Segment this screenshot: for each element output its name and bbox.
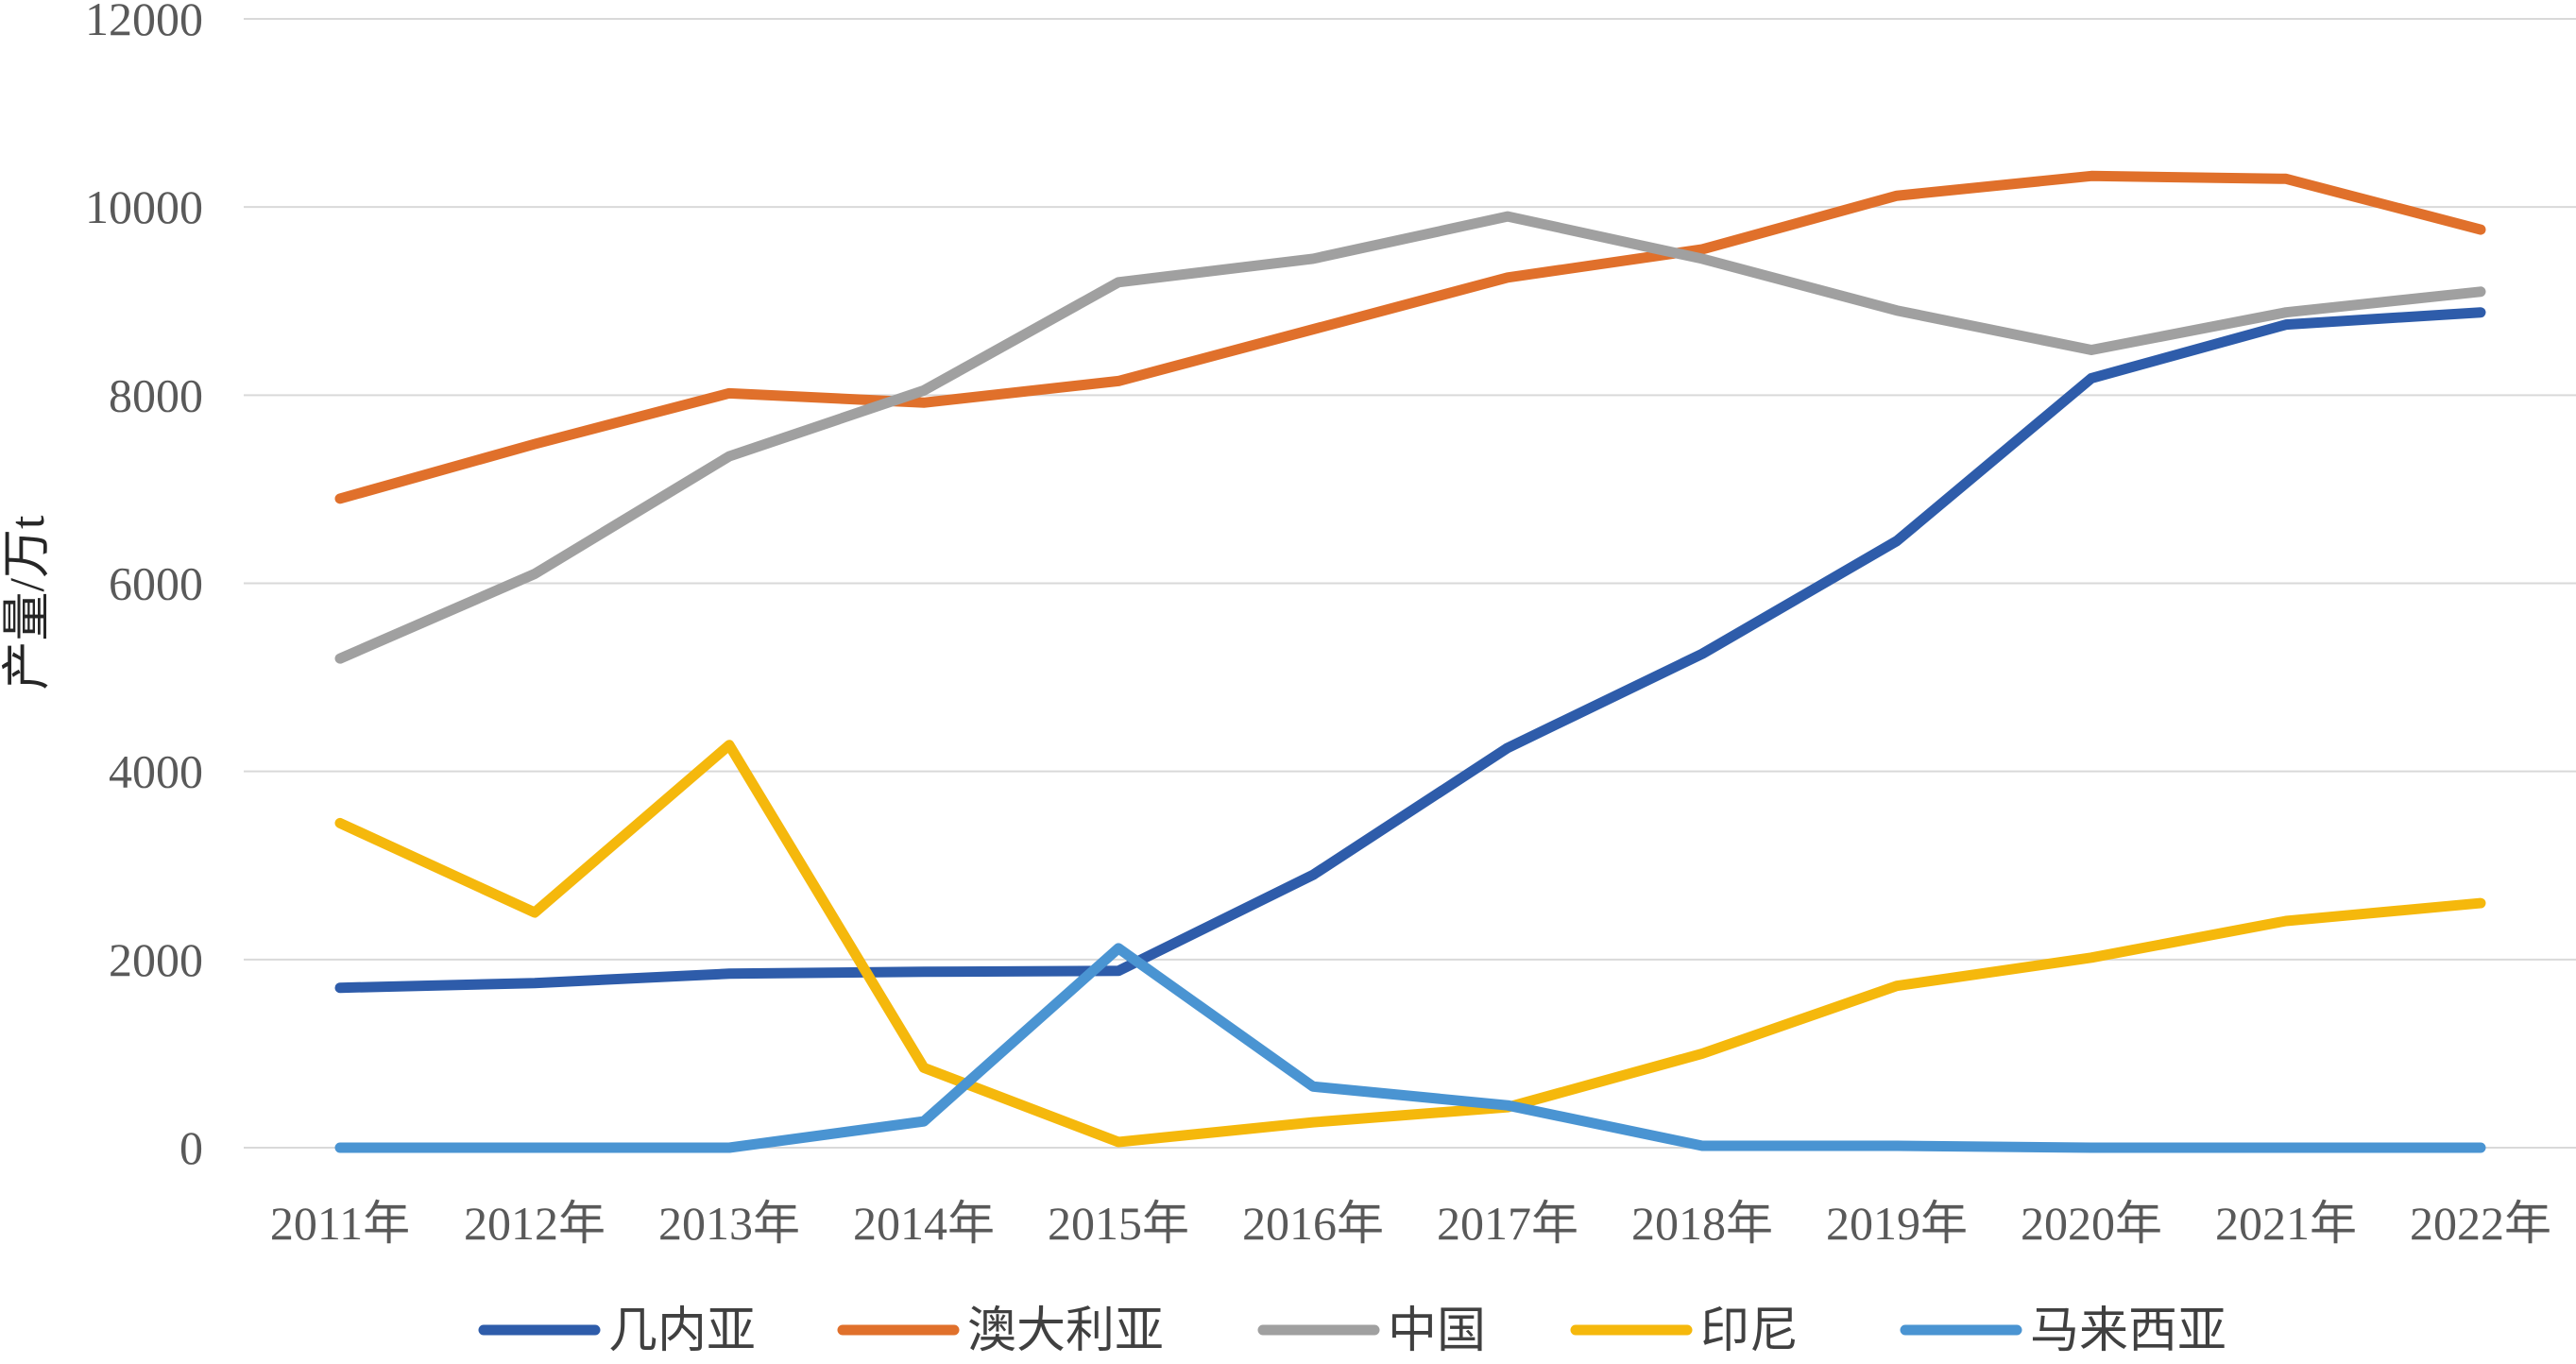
x-tick-label: 2011年	[270, 1197, 410, 1250]
legend-item-3: 中国	[1257, 1304, 1486, 1358]
legend-label: 马来西亚	[2030, 1304, 2226, 1358]
x-tick-label: 2015年	[1048, 1197, 1189, 1250]
y-tick-label: 12000	[85, 0, 203, 45]
x-tick-label: 2012年	[464, 1197, 606, 1250]
y-tick-label: 0	[179, 1121, 203, 1174]
series-line-2	[334, 170, 2486, 504]
legend-label: 几内亚	[608, 1304, 756, 1358]
gridlines	[244, 18, 2576, 1149]
series-line-4	[334, 740, 2486, 1148]
y-tick-label: 8000	[109, 368, 203, 421]
x-tick-label: 2016年	[1242, 1197, 1384, 1250]
y-tick-label: 10000	[85, 180, 203, 233]
y-axis: 0 2000 4000 6000 8000 10000 12000	[85, 0, 203, 1174]
legend-label: 澳大利亚	[967, 1304, 1164, 1358]
series-lines	[334, 170, 2486, 1153]
x-tick-label: 2017年	[1437, 1197, 1578, 1250]
x-tick-label: 2020年	[2021, 1197, 2162, 1250]
y-tick-label: 6000	[109, 557, 203, 610]
x-tick-label: 2021年	[2215, 1197, 2357, 1250]
legend-item-2: 澳大利亚	[837, 1304, 1164, 1358]
series-line-1	[334, 307, 2486, 994]
x-axis: 2011年 2012年 2013年 2014年 2015年 2016年 2017年 2018年…	[270, 1197, 2551, 1250]
x-tick-label: 2014年	[853, 1197, 995, 1250]
y-tick-label: 2000	[109, 933, 203, 986]
legend-item-1: 几内亚	[478, 1304, 756, 1358]
legend-label: 中国	[1388, 1304, 1486, 1358]
legend: 几内亚 澳大利亚 中国 印尼 马来西亚	[478, 1304, 2226, 1358]
y-tick-label: 4000	[109, 745, 203, 798]
x-tick-label: 2013年	[658, 1197, 800, 1250]
x-tick-label: 2019年	[1826, 1197, 1968, 1250]
x-tick-label: 2022年	[2410, 1197, 2551, 1250]
series-line-3	[334, 211, 2486, 664]
legend-item-5: 马来西亚	[1900, 1304, 2226, 1358]
series-line-5	[334, 943, 2486, 1153]
legend-label: 印尼	[1700, 1304, 1799, 1358]
y-axis-title: 产量/万t	[1, 515, 55, 690]
legend-item-4: 印尼	[1570, 1304, 1799, 1358]
x-tick-label: 2018年	[1631, 1197, 1773, 1250]
